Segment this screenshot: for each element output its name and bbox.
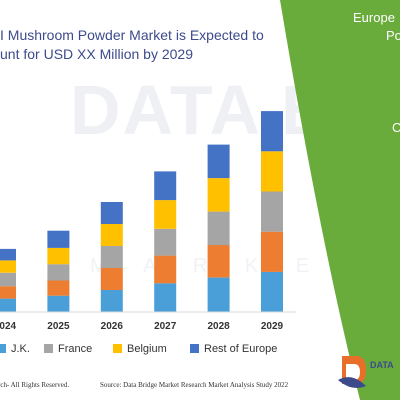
legend-label: Belgium bbox=[127, 343, 167, 355]
bar-segment-2025-3 bbox=[47, 247, 70, 265]
legend-item-rest-of-europe: Rest of Europe bbox=[190, 343, 277, 355]
legend-swatch bbox=[190, 344, 199, 353]
bar-segment-2028-1 bbox=[207, 245, 230, 278]
bar-segment-2024-1 bbox=[0, 286, 16, 299]
chart-title-line-2: unt for USD XX Million by 2029 bbox=[0, 46, 193, 62]
bar-segment-2027-1 bbox=[154, 255, 177, 284]
footer-copyright: rch- All Rights Reserved. bbox=[0, 381, 70, 389]
bar-segment-2026-3 bbox=[100, 224, 123, 246]
logo-text: DATA bbox=[370, 360, 394, 370]
legend-label: Rest of Europe bbox=[204, 343, 278, 355]
bar-segment-2029-2 bbox=[261, 191, 283, 232]
x-tick-labels: 2024 2025 2026 2027 2028 2029 bbox=[0, 321, 284, 332]
bar-segment-2026-4 bbox=[100, 202, 123, 224]
bar-segment-2026-0 bbox=[100, 290, 123, 312]
bar-segment-2027-0 bbox=[154, 283, 177, 312]
x-tick-label-2029: 2029 bbox=[261, 321, 284, 332]
legend-swatch bbox=[113, 344, 122, 353]
legend-item-uk: J.K. bbox=[0, 343, 30, 355]
legend-label: France bbox=[58, 343, 93, 355]
chart-bars bbox=[0, 111, 283, 312]
chart-title: I Mushroom Powder Market is Expected to … bbox=[0, 26, 290, 64]
bar-segment-2028-0 bbox=[207, 277, 230, 312]
bar-segment-2029-3 bbox=[261, 151, 283, 192]
panel-text-region: Europe bbox=[353, 10, 395, 25]
bar-segment-2025-4 bbox=[47, 230, 70, 248]
legend-item-belgium: Belgium bbox=[113, 343, 167, 355]
green-side-panel bbox=[280, 0, 400, 400]
panel-text-powder: Po bbox=[386, 28, 400, 43]
bar-segment-2029-4 bbox=[261, 111, 283, 152]
legend-label: J.K. bbox=[11, 343, 30, 355]
bar-segment-2024-0 bbox=[0, 298, 16, 312]
legend-swatch bbox=[44, 344, 53, 353]
x-tick-label-2027: 2027 bbox=[154, 321, 177, 332]
bar-segment-2028-2 bbox=[207, 211, 230, 246]
bar-segment-2024-2 bbox=[0, 272, 16, 287]
legend-swatch bbox=[0, 344, 6, 353]
bar-segment-2026-2 bbox=[100, 246, 123, 268]
bar-segment-2024-4 bbox=[0, 248, 16, 261]
bar-segment-2027-2 bbox=[154, 228, 177, 256]
bar-segment-2028-4 bbox=[207, 144, 230, 179]
bar-segment-2026-1 bbox=[100, 268, 123, 290]
x-tick-label-2028: 2028 bbox=[207, 321, 230, 332]
bar-segment-2027-4 bbox=[154, 171, 177, 201]
bar-segment-2029-0 bbox=[261, 271, 283, 312]
databridge-logo-icon bbox=[338, 356, 366, 388]
chart-title-line-1: I Mushroom Powder Market is Expected to bbox=[0, 27, 264, 43]
legend-item-france: France bbox=[44, 343, 92, 355]
bar-segment-2025-2 bbox=[47, 264, 70, 281]
x-tick-label-2025: 2025 bbox=[47, 321, 70, 332]
bar-segment-2029-1 bbox=[261, 231, 283, 272]
x-tick-label-2026: 2026 bbox=[101, 321, 124, 332]
panel-text-cagr: C bbox=[392, 120, 400, 135]
bar-segment-2027-3 bbox=[154, 200, 177, 229]
x-tick-label-2024: 2024 bbox=[0, 321, 17, 332]
bar-segment-2025-1 bbox=[47, 280, 70, 296]
footer-source: Source: Data Bridge Market Research Mark… bbox=[100, 381, 289, 389]
bar-segment-2028-3 bbox=[207, 178, 230, 212]
bar-segment-2025-0 bbox=[47, 295, 70, 312]
bar-segment-2024-3 bbox=[0, 260, 16, 273]
